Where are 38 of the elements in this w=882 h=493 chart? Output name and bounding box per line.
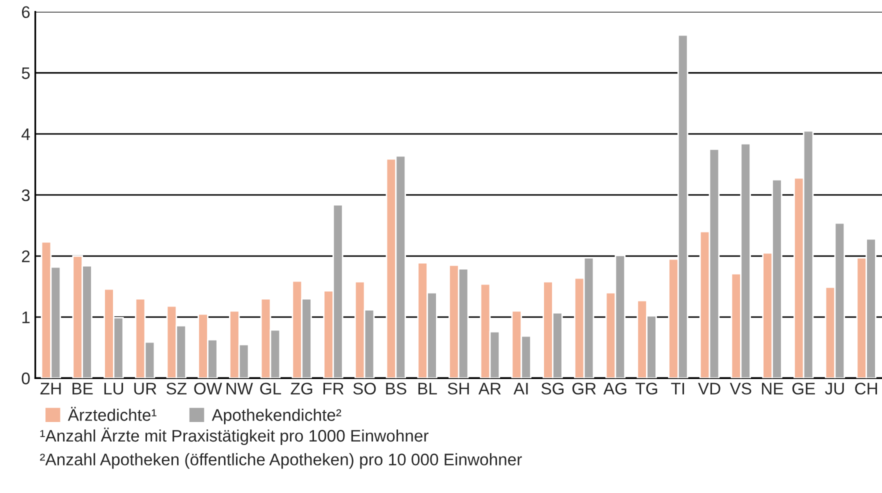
y-tick-label: 2	[22, 250, 30, 262]
x-tick-label: SZ	[166, 382, 187, 395]
x-tick-label: TI	[671, 382, 684, 394]
text: ²Anzahl Apotheken (öffentliche Apotheken) pro 10 000 Einwohner	[40, 453, 522, 469]
x-tick-label: GE	[792, 382, 815, 395]
x-tick-label: OW	[194, 382, 222, 395]
legend-label: Ärztedichte¹	[68, 406, 156, 421]
y-tick-label: 4	[22, 128, 30, 140]
x-tick-label: BS	[386, 382, 406, 395]
x-tick-label: AI	[514, 382, 528, 394]
x-tick-label: SO	[353, 382, 376, 395]
x-tick-label: GL	[260, 382, 282, 395]
x-tick-label: FR	[323, 382, 344, 394]
y-tick-label: 1	[22, 312, 30, 324]
x-tick-label: TG	[636, 382, 658, 395]
x-tick-label: NE	[762, 382, 784, 394]
y-tick-label: 0	[22, 372, 30, 384]
x-tick-label: CH	[855, 382, 877, 395]
x-tick-label: NW	[226, 382, 253, 394]
legend-label: Apothekendichte²	[212, 408, 342, 424]
x-tick-label: SG	[541, 382, 564, 395]
x-tick-label: VD	[698, 382, 720, 394]
x-tick-label: ZG	[290, 382, 312, 395]
x-tick-label: ZH	[40, 382, 61, 394]
x-tick-label: LU	[104, 382, 124, 395]
x-tick-label: GR	[572, 382, 596, 395]
text: ¹Anzahl Ärzte mit Praxistätigkeit pro 1000 Einwohner	[40, 428, 428, 446]
y-tick-label: 5	[22, 67, 30, 80]
x-tick-label: AR	[478, 382, 501, 394]
x-tick-label: BL	[418, 382, 437, 394]
x-tick-label: UR	[134, 382, 156, 395]
x-tick-label: SH	[448, 382, 469, 395]
x-tick-label: AG	[603, 382, 626, 395]
x-tick-label: BE	[72, 382, 93, 394]
y-tick-label: 6	[22, 6, 30, 18]
y-tick-label: 3	[22, 189, 30, 202]
x-tick-label: VS	[730, 382, 752, 395]
x-tick-label: JU	[825, 382, 844, 395]
